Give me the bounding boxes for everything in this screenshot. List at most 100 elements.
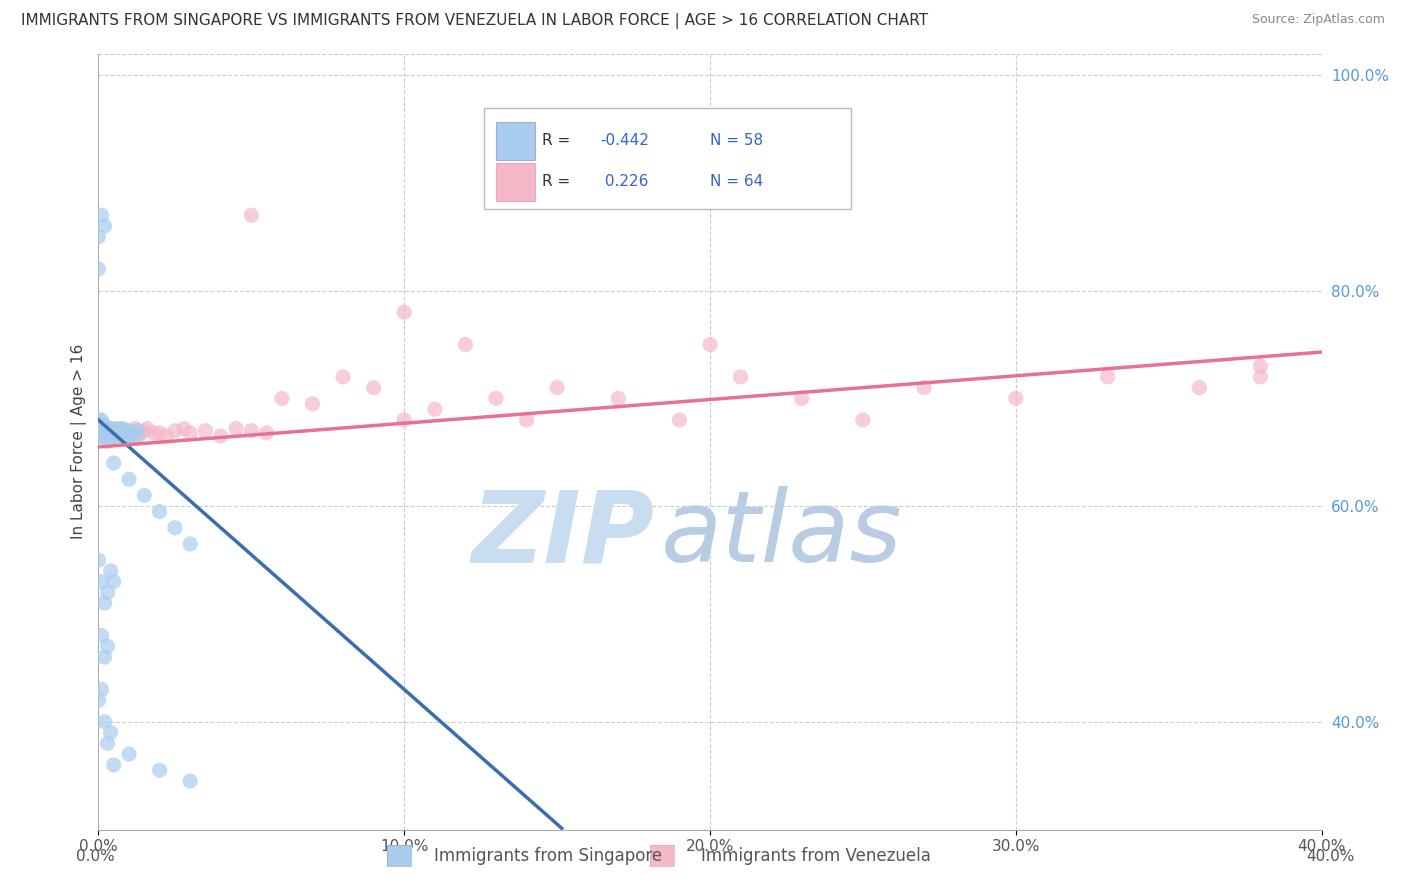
- Text: -0.442: -0.442: [600, 133, 648, 148]
- Point: [87, 693, 110, 707]
- Point: [129, 425, 152, 440]
- Point: [392, 413, 416, 427]
- Text: Immigrants from Singapore: Immigrants from Singapore: [434, 847, 662, 864]
- Point: [668, 413, 690, 427]
- Point: [134, 424, 156, 438]
- Point: [179, 425, 201, 440]
- Point: [485, 392, 508, 406]
- Point: [90, 413, 112, 427]
- Text: N = 64: N = 64: [710, 174, 763, 189]
- Text: ZIP: ZIP: [472, 486, 655, 583]
- Point: [87, 429, 110, 443]
- Point: [127, 429, 149, 443]
- Point: [699, 337, 721, 351]
- Point: [103, 574, 125, 589]
- Point: [93, 596, 115, 610]
- Point: [87, 422, 110, 436]
- Point: [108, 429, 131, 443]
- Point: [93, 429, 115, 443]
- Point: [90, 429, 112, 443]
- Point: [607, 392, 630, 406]
- Point: [93, 219, 115, 233]
- Point: [100, 422, 122, 436]
- Point: [134, 488, 156, 502]
- Point: [87, 424, 110, 438]
- Point: [103, 757, 125, 772]
- Point: [87, 418, 110, 433]
- Point: [100, 425, 122, 440]
- Point: [100, 564, 122, 578]
- Text: R =: R =: [543, 133, 575, 148]
- Point: [97, 736, 120, 750]
- Point: [97, 429, 120, 443]
- Point: [194, 424, 217, 438]
- Point: [1004, 392, 1026, 406]
- Point: [103, 424, 125, 438]
- Point: [142, 425, 165, 440]
- Point: [105, 425, 128, 440]
- Point: [118, 472, 141, 486]
- Point: [256, 425, 278, 440]
- FancyBboxPatch shape: [496, 163, 536, 201]
- Point: [225, 422, 247, 436]
- Point: [87, 553, 110, 567]
- Point: [97, 424, 120, 438]
- Point: [90, 429, 112, 443]
- Text: 0.0%: 0.0%: [76, 849, 115, 863]
- Point: [97, 429, 120, 443]
- Point: [103, 456, 125, 470]
- Point: [730, 370, 752, 384]
- Text: Source: ZipAtlas.com: Source: ZipAtlas.com: [1251, 13, 1385, 27]
- FancyBboxPatch shape: [496, 122, 536, 160]
- Point: [1097, 370, 1119, 384]
- Point: [105, 429, 128, 443]
- Point: [87, 413, 110, 427]
- Point: [121, 425, 143, 440]
- Point: [546, 381, 568, 395]
- Point: [115, 429, 138, 443]
- Point: [516, 413, 538, 427]
- Point: [115, 424, 138, 438]
- Point: [118, 429, 141, 443]
- FancyBboxPatch shape: [484, 108, 851, 209]
- Point: [105, 422, 128, 436]
- Text: Immigrants from Venezuela: Immigrants from Venezuela: [700, 847, 931, 864]
- Point: [108, 422, 131, 436]
- Point: [155, 429, 177, 443]
- Point: [163, 521, 186, 535]
- Point: [93, 714, 115, 729]
- Point: [363, 381, 385, 395]
- Point: [90, 574, 112, 589]
- Point: [100, 422, 122, 436]
- Point: [127, 424, 149, 438]
- Point: [90, 208, 112, 222]
- Point: [103, 424, 125, 438]
- Point: [136, 422, 159, 436]
- Point: [240, 424, 263, 438]
- Point: [118, 747, 141, 761]
- Point: [790, 392, 813, 406]
- Point: [90, 424, 112, 438]
- Point: [149, 764, 172, 778]
- Point: [87, 262, 110, 277]
- Point: [111, 429, 134, 443]
- Point: [90, 418, 112, 433]
- Text: atlas: atlas: [661, 486, 903, 583]
- Point: [93, 424, 115, 438]
- Point: [93, 429, 115, 443]
- Point: [179, 774, 201, 789]
- Point: [392, 305, 416, 319]
- Point: [179, 537, 201, 551]
- Point: [115, 424, 138, 438]
- Point: [93, 418, 115, 433]
- Y-axis label: In Labor Force | Age > 16: In Labor Force | Age > 16: [72, 344, 87, 539]
- Point: [301, 397, 323, 411]
- Point: [163, 424, 186, 438]
- Point: [93, 424, 115, 438]
- Point: [97, 434, 120, 449]
- Point: [90, 629, 112, 643]
- Text: IMMIGRANTS FROM SINGAPORE VS IMMIGRANTS FROM VENEZUELA IN LABOR FORCE | AGE > 16: IMMIGRANTS FROM SINGAPORE VS IMMIGRANTS …: [21, 13, 928, 29]
- Point: [912, 381, 935, 395]
- Point: [108, 424, 131, 438]
- Point: [97, 640, 120, 654]
